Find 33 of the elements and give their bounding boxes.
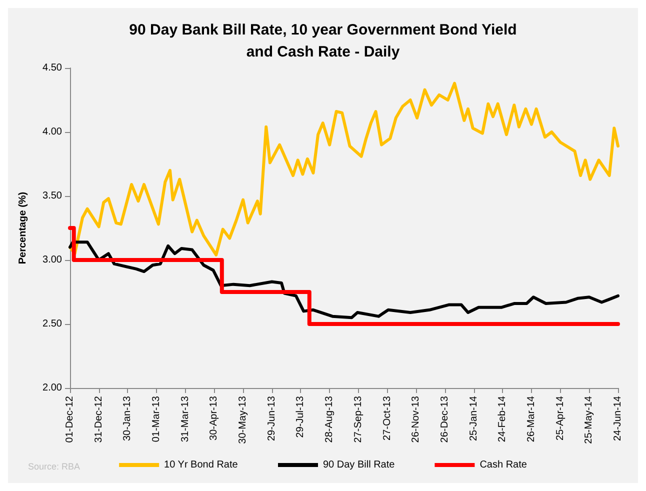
- y-tick-label: 3.00: [42, 254, 62, 266]
- x-tick-label: 31-Mar-13: [180, 396, 191, 442]
- legend-label: Cash Rate: [480, 460, 528, 470]
- y-tick-label: 2.00: [42, 382, 62, 394]
- y-tick-label: 2.50: [42, 318, 62, 330]
- legend-label: 90 Day Bill Rate: [322, 460, 396, 470]
- x-tick-label: 31-Dec-12: [93, 396, 104, 443]
- x-tick-label: 28-Aug-13: [324, 396, 336, 443]
- y-tick-label: 3.50: [42, 190, 62, 202]
- x-tick-label: 26-Mar-14: [526, 396, 537, 442]
- legend-label: 10 Yr Bond Rate: [164, 460, 238, 470]
- x-tick-label: 27-Sep-13: [352, 396, 364, 443]
- y-axis-title: Percentage (%): [18, 192, 28, 264]
- y-tick-label: 4.00: [42, 126, 62, 138]
- x-tick-label: 29-Jul-13: [295, 396, 306, 438]
- x-tick-label: 25-May-14: [584, 396, 595, 444]
- x-tick-label: 01-Mar-13: [151, 396, 162, 442]
- x-tick-label: 26-Dec-13: [439, 396, 450, 443]
- chart-title: 90 Day Bank Bill Rate, 10 year Government Bond Yield and Cash Rate - Daily: [129, 22, 517, 60]
- x-tick-label: 25-Apr-14: [554, 396, 566, 440]
- x-tick-label: 24-Feb-14: [497, 396, 508, 442]
- x-tick-label: 29-Jun-13: [266, 396, 278, 442]
- line-series: [68, 240, 620, 320]
- x-tick-label: 30-Apr-13: [208, 396, 220, 440]
- line-series: [68, 82, 620, 256]
- x-tick-label: 30-May-13: [238, 396, 249, 444]
- y-tick-label: 4.50: [42, 62, 62, 74]
- x-tick-label: 30-Jan-13: [122, 396, 134, 442]
- x-tick-label: 26-Nov-13: [410, 396, 422, 443]
- x-tick-label: 01-Dec-12: [64, 396, 76, 443]
- x-tick-label: 25-Jan-14: [468, 396, 480, 442]
- x-tick-label: 27-Oct-13: [382, 396, 393, 440]
- x-tick-label: 24-Jun-14: [612, 396, 624, 442]
